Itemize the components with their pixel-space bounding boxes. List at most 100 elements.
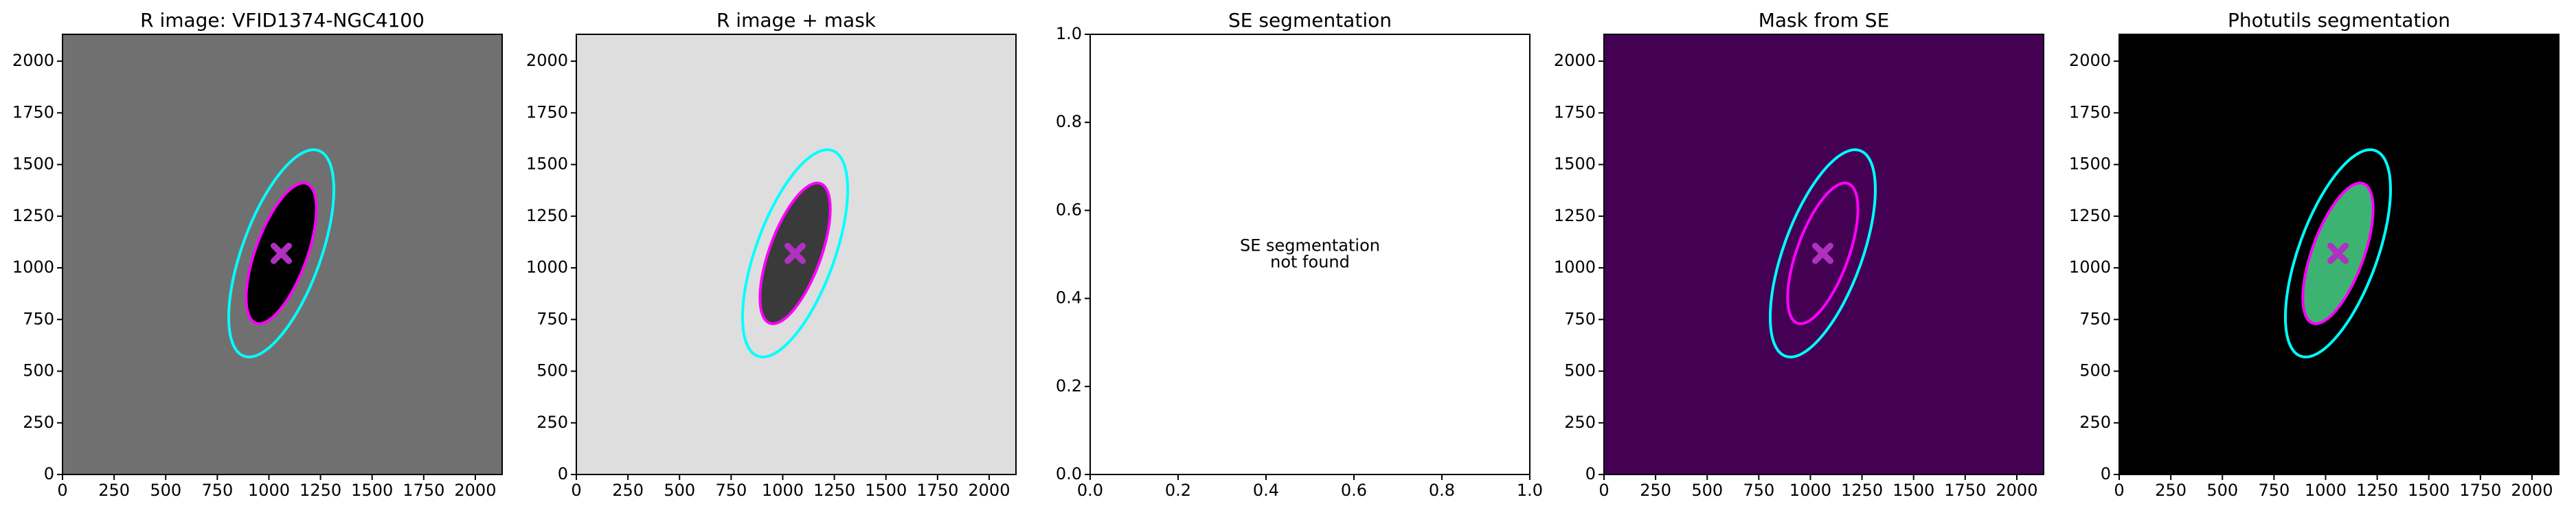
x-tick-label: 2000	[2511, 481, 2553, 500]
y-tick-label: 2000	[1554, 51, 1596, 70]
x-tick-label: 1000	[248, 481, 290, 500]
x-tick-label: 500	[1691, 481, 1723, 500]
x-tick-label: 250	[612, 481, 644, 500]
x-tick-label: 0.0	[1077, 481, 1103, 500]
x-tick-label: 750	[715, 481, 747, 500]
x-tick-label: 1250	[813, 481, 855, 500]
y-tick-label: 1250	[12, 206, 54, 225]
y-tick-label: 1500	[12, 154, 54, 174]
x-tick-label: 0.4	[1253, 481, 1279, 500]
y-tick-label: 250	[23, 413, 54, 432]
x-tick-label: 2000	[968, 481, 1010, 500]
x-tick-label: 1250	[300, 481, 341, 500]
x-tick-label: 1500	[2408, 481, 2450, 500]
x-tick-label: 500	[2206, 481, 2238, 500]
y-tick-label: 1000	[526, 258, 568, 277]
x-tick-label: 750	[1743, 481, 1774, 500]
x-tick-label: 0	[57, 481, 67, 500]
y-tick-label: 500	[23, 361, 54, 380]
panel: Mask from SE 0 250 500 750 1000 1250 1500 1750 20…	[1554, 9, 2044, 500]
panel-title: Mask from SE	[1759, 9, 1890, 32]
x-tick-label: 0.6	[1341, 481, 1367, 500]
y-tick-label: 1750	[2069, 102, 2111, 122]
y-tick-label: 1500	[2069, 154, 2111, 174]
y-tick-label: 1750	[12, 102, 54, 122]
x-tick-label: 0	[2114, 481, 2124, 500]
y-tick-label: 1500	[526, 154, 568, 174]
plot-area	[576, 34, 1016, 474]
y-tick-label: 0.6	[1056, 200, 1082, 219]
x-tick-label: 1000	[2305, 481, 2347, 500]
y-tick-label: 2000	[526, 51, 568, 70]
x-tick-label: 0	[1598, 481, 1609, 500]
x-tick-label: 2000	[454, 481, 496, 500]
plot-area	[63, 34, 502, 474]
panel-title: R image + mask	[716, 9, 877, 32]
y-tick-label: 2000	[12, 51, 54, 70]
y-tick-label: 1750	[526, 102, 568, 122]
y-tick-label: 0	[1585, 464, 1596, 483]
y-tick-label: 750	[536, 309, 568, 328]
y-tick-label: 2000	[2069, 51, 2111, 70]
x-tick-label: 1750	[916, 481, 958, 500]
y-tick-label: 1250	[1554, 206, 1596, 225]
aperture-ellipse	[741, 148, 850, 358]
x-tick-label: 1500	[865, 481, 907, 500]
x-tick-label: 1000	[1789, 481, 1831, 500]
x-tick-label: 2000	[1996, 481, 2037, 500]
annotation-line: not found	[1270, 253, 1350, 272]
y-tick-label: 0.8	[1056, 112, 1082, 131]
axes-frame	[62, 34, 503, 475]
axes-frame	[1089, 34, 1530, 475]
y-tick-label: 1000	[2069, 258, 2111, 277]
x-tick-label: 1500	[351, 481, 393, 500]
x-tick-label: 1500	[1893, 481, 1934, 500]
aperture-ellipse	[227, 148, 336, 358]
y-tick-label: 1500	[1554, 154, 1596, 174]
x-tick-label: 500	[150, 481, 181, 500]
y-tick-label: 500	[1564, 361, 1596, 380]
y-tick-label: 0	[2101, 464, 2111, 483]
axes-frame	[576, 34, 1017, 475]
y-tick-label: 250	[1564, 413, 1596, 432]
x-tick-label: 1.0	[1517, 481, 1543, 500]
panel: R image + mask 0 250 500 750 1000 1250 1500 1750…	[526, 9, 1017, 500]
aperture-ellipse	[1786, 181, 1860, 325]
plot-area	[1604, 34, 2044, 474]
center-marker	[784, 242, 806, 264]
y-tick-label: 1.0	[1056, 24, 1082, 43]
y-tick-label: 1000	[12, 258, 54, 277]
x-tick-label: 1750	[1944, 481, 1986, 500]
y-tick-label: 750	[2079, 309, 2111, 328]
x-tick-label: 1000	[762, 481, 804, 500]
axes-frame	[2119, 34, 2560, 475]
x-tick-label: 250	[98, 481, 130, 500]
plot-area	[2119, 34, 2559, 474]
y-tick-label: 0.4	[1056, 288, 1082, 308]
y-tick-label: 0	[44, 464, 54, 483]
x-tick-label: 1750	[403, 481, 444, 500]
panel-title: R image: VFID1374-NGC4100	[140, 9, 425, 32]
y-tick-label: 0.0	[1056, 464, 1082, 483]
x-tick-label: 750	[2258, 481, 2290, 500]
y-tick-label: 1250	[2069, 206, 2111, 225]
x-tick-label: 500	[664, 481, 695, 500]
x-tick-label: 1250	[2356, 481, 2398, 500]
center-marker	[270, 242, 292, 264]
panel: Photutils segmentation 0 250 500 750 1000 1250…	[2069, 9, 2560, 500]
panel-title: SE segmentation	[1228, 9, 1392, 32]
axes-frame	[1603, 34, 2044, 475]
y-tick-label: 0.2	[1056, 376, 1082, 396]
annotation: SE segmentation not found	[1240, 236, 1380, 272]
x-tick-label: 0	[571, 481, 581, 500]
x-tick-label: 0.2	[1165, 481, 1191, 500]
panel: R image: VFID1374-NGC4100 0 250 500 750 1000 1…	[12, 9, 503, 500]
y-tick-label: 750	[23, 309, 54, 328]
y-tick-label: 500	[2079, 361, 2111, 380]
y-tick-label: 250	[2079, 413, 2111, 432]
panel-title: Photutils segmentation	[2228, 9, 2450, 32]
y-tick-label: 250	[536, 413, 568, 432]
x-tick-label: 750	[201, 481, 233, 500]
y-tick-label: 0	[558, 464, 568, 483]
